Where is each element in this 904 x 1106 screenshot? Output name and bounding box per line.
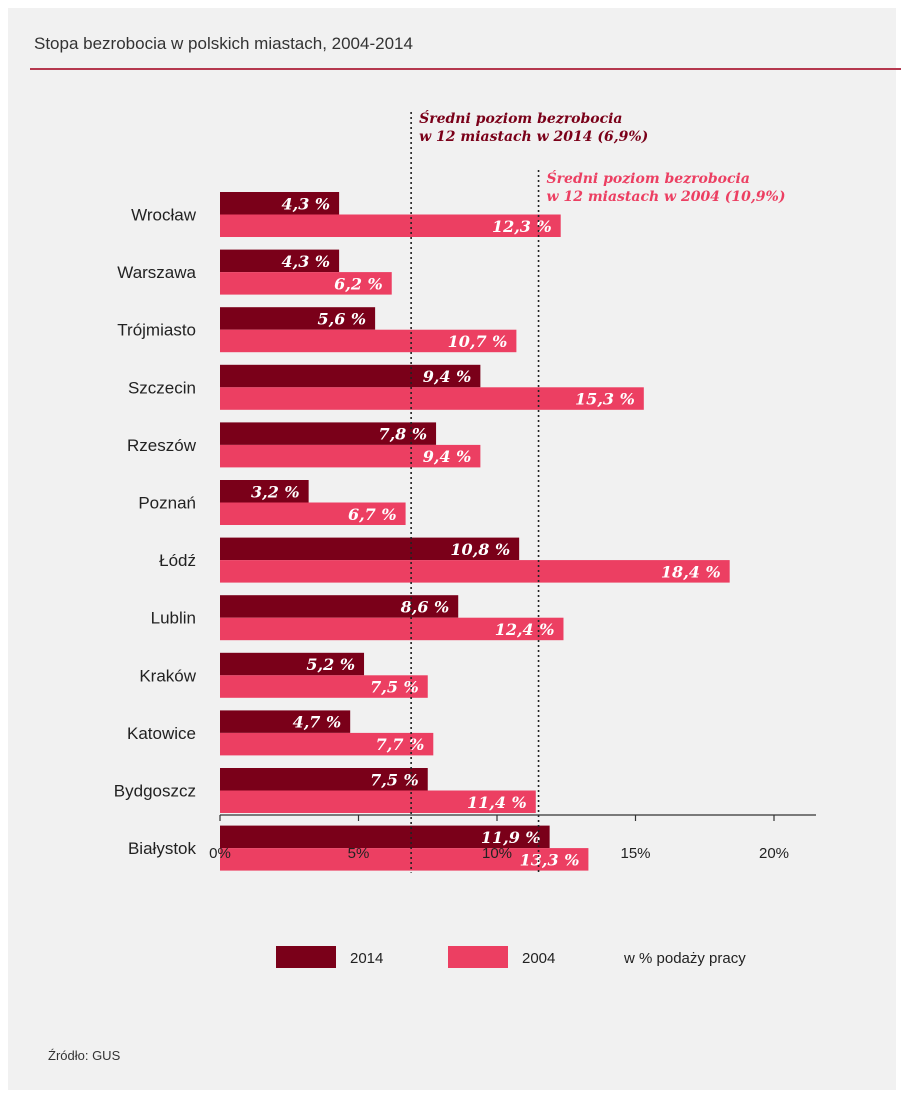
bar-value-label-2004: 10,7 % <box>448 332 508 351</box>
bar-value-label-2004: 6,2 % <box>334 274 383 293</box>
bar-2014 <box>220 422 437 445</box>
category-label: Białystok <box>128 839 197 858</box>
bar-2014 <box>220 192 340 215</box>
bar-2004 <box>220 732 434 756</box>
reference-annotation: Średni poziom bezrobocia <box>419 109 622 127</box>
bar-value-label-2014: 5,6 % <box>318 309 367 328</box>
bar-value-label-2014: 9,4 % <box>423 367 472 386</box>
category-label: Bydgoszcz <box>114 782 196 801</box>
category-label: Kraków <box>139 666 196 685</box>
bar-2004 <box>220 387 644 410</box>
bar-value-label-2004: 7,7 % <box>376 735 425 754</box>
bar-2014 <box>220 768 428 791</box>
bar-value-label-2014: 7,8 % <box>378 425 427 444</box>
bar-value-label-2014: 4,3 % <box>282 252 331 271</box>
bar-2014 <box>220 595 459 618</box>
bar-2004 <box>220 214 561 237</box>
bar-2004 <box>220 444 481 468</box>
category-label: Poznań <box>138 494 196 513</box>
bar-value-label-2014: 7,5 % <box>370 770 419 789</box>
bar-2004 <box>220 272 392 295</box>
bar-2014 <box>220 307 376 330</box>
legend-swatch-2004 <box>448 946 508 968</box>
bar-value-label-2004: 7,5 % <box>370 678 419 697</box>
bar-value-label-2014: 8,6 % <box>400 597 450 616</box>
reference-annotation: Średni poziom bezrobocia <box>547 169 750 187</box>
category-label: Katowice <box>127 724 196 743</box>
bar-value-label-2004: 13,3 % <box>520 850 580 869</box>
bar-value-label-2004: 18,4 % <box>661 562 721 581</box>
bar-2014 <box>220 825 550 849</box>
legend-note: w % podaży pracy <box>623 950 746 967</box>
bar-2004 <box>220 675 428 698</box>
reference-annotation: w 12 miastach w 2014 (6,9%) <box>419 129 648 145</box>
bar-value-label-2004: 12,3 % <box>492 217 552 236</box>
bar-2004 <box>220 502 406 525</box>
bar-value-label-2004: 12,4 % <box>495 620 555 639</box>
bar-value-label-2004: 11,4 % <box>467 793 527 812</box>
bar-2014 <box>220 249 340 273</box>
source-note: Źródło: GUS <box>48 1048 121 1063</box>
bar-value-label-2014: 4,7 % <box>293 713 342 732</box>
x-tick-label: 0% <box>209 845 231 862</box>
bar-2004 <box>220 329 517 353</box>
bar-value-label-2004: 6,7 % <box>348 505 397 524</box>
legend-label: 2004 <box>522 950 555 967</box>
bar-2014 <box>220 537 520 561</box>
reference-annotation: w 12 miastach w 2004 (10,9%) <box>547 189 786 205</box>
category-label: Trójmiasto <box>117 321 196 340</box>
bar-2004 <box>220 848 589 871</box>
category-label: Rzeszów <box>127 436 197 455</box>
x-tick-label: 5% <box>348 845 370 862</box>
bar-value-label-2014: 3,2 % <box>251 482 300 501</box>
category-label: Warszawa <box>117 263 196 282</box>
bar-2004 <box>220 617 564 641</box>
bar-2004 <box>220 790 536 813</box>
x-tick-label: 10% <box>482 845 512 862</box>
bar-value-label-2004: 15,3 % <box>575 390 635 409</box>
legend-label: 2014 <box>350 950 383 967</box>
category-label: Wrocław <box>131 206 197 225</box>
category-label: Lublin <box>151 609 196 628</box>
bar-value-label-2014: 11,9 % <box>481 828 541 847</box>
bar-2014 <box>220 480 309 503</box>
bar-2004 <box>220 560 730 583</box>
bar-value-label-2004: 9,4 % <box>423 447 472 466</box>
bar-value-label-2014: 4,3 % <box>282 194 331 213</box>
x-tick-label: 15% <box>620 845 650 862</box>
bar-2014 <box>220 710 351 733</box>
x-tick-label: 20% <box>759 845 789 862</box>
bar-value-label-2014: 5,2 % <box>306 655 355 674</box>
bar-value-label-2014: 10,8 % <box>450 540 510 559</box>
category-label: Szczecin <box>128 378 196 397</box>
category-label: Łódź <box>159 551 196 570</box>
bar-2014 <box>220 364 481 388</box>
bar-2014 <box>220 652 365 676</box>
chart-title: Stopa bezrobocia w polskich miastach, 20… <box>34 34 413 53</box>
legend-swatch-2014 <box>276 946 336 968</box>
title-divider <box>30 68 901 70</box>
